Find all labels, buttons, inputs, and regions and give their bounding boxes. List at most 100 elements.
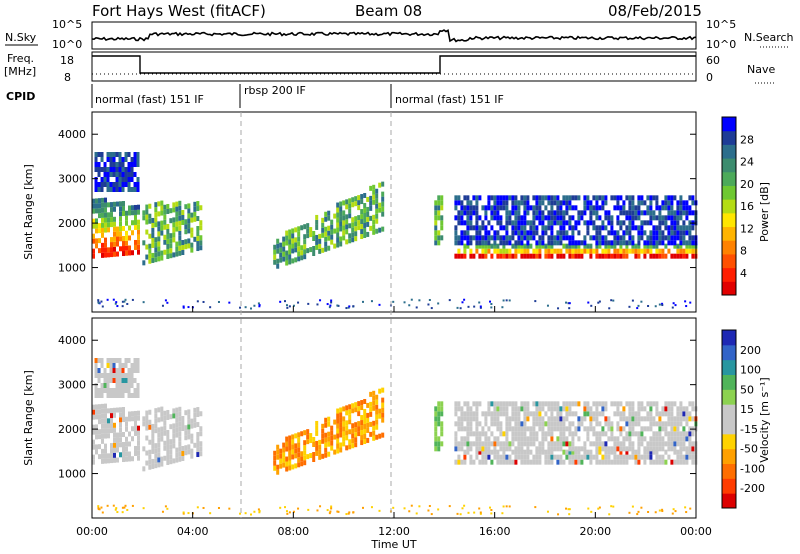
velocity-cell — [550, 401, 554, 407]
velocity-cell — [499, 411, 503, 417]
power-cell — [673, 230, 677, 236]
velocity-cell — [454, 459, 458, 465]
power-cell — [184, 204, 188, 210]
velocity-cell — [634, 416, 638, 422]
power-cell — [619, 220, 623, 226]
power-cell — [163, 209, 167, 215]
velocity-cell — [339, 427, 343, 433]
power-cell — [577, 215, 581, 221]
velocity-cell — [532, 421, 536, 427]
power-cell — [664, 205, 668, 211]
power-cell — [196, 241, 200, 247]
velocity-cell — [511, 411, 515, 417]
power-cell — [571, 243, 575, 249]
velocity-cell — [133, 368, 137, 373]
power-cell — [574, 248, 578, 254]
power-cell — [565, 248, 569, 254]
velocity-cell — [166, 444, 170, 450]
power-cell — [613, 240, 617, 246]
velocity-cell — [163, 425, 167, 431]
power-cell — [622, 248, 626, 254]
velocity-cell — [460, 426, 464, 432]
velocity-cell — [459, 513, 462, 516]
power-cell — [649, 253, 653, 259]
velocity-cell — [478, 436, 482, 442]
velocity-cell — [526, 454, 530, 460]
power-cell — [487, 220, 491, 226]
power-cell — [357, 205, 361, 211]
velocity-cell — [688, 454, 692, 460]
velocity-cell — [106, 358, 110, 363]
power-cell — [381, 201, 385, 207]
velocity-cell — [589, 416, 593, 422]
velocity-cell — [333, 449, 337, 455]
power-cell — [460, 200, 464, 206]
velocity-cell — [101, 403, 104, 409]
power-cell — [535, 243, 539, 249]
power-cell — [577, 195, 581, 201]
velocity-cell — [526, 411, 530, 417]
velocity-cell — [457, 459, 461, 465]
power-cell — [574, 243, 578, 249]
velocity-cell — [110, 443, 113, 449]
velocity-cell — [372, 430, 376, 436]
power-cell — [646, 235, 650, 241]
power-cell — [607, 248, 611, 254]
power-cell — [118, 152, 122, 157]
velocity-cell — [122, 457, 125, 463]
power-cell — [178, 245, 182, 251]
power-cell — [535, 195, 539, 201]
velocity-cell — [351, 433, 355, 439]
power-cell — [309, 247, 313, 253]
power-cell — [101, 242, 104, 248]
velocity-cell — [324, 447, 328, 453]
velocity-cell — [691, 406, 695, 412]
power-cell — [463, 253, 467, 259]
power-cell — [601, 235, 605, 241]
velocity-cell — [640, 431, 644, 437]
velocity-cell — [430, 513, 433, 516]
velocity-cell — [685, 446, 689, 452]
velocity-cell — [363, 428, 367, 434]
velocity-cell — [178, 406, 182, 412]
velocity-cell — [688, 416, 692, 422]
velocity-cell — [691, 459, 695, 465]
velocity-cell — [484, 431, 488, 437]
power-cell — [640, 220, 644, 226]
velocity-cell — [467, 511, 470, 514]
velocity-cell — [193, 412, 197, 418]
power-cell — [625, 243, 629, 249]
power-cell — [328, 306, 331, 309]
power-cell — [116, 241, 119, 247]
power-cell — [481, 220, 485, 226]
velocity-cell — [372, 390, 376, 396]
velocity-cell — [124, 363, 128, 368]
velocity-cell — [339, 407, 343, 413]
power-cell — [532, 225, 536, 231]
power-cell — [101, 217, 104, 223]
power-cell — [315, 244, 319, 250]
power-cell — [484, 240, 488, 246]
power-cell — [493, 240, 497, 246]
velocity-cell — [637, 431, 641, 437]
velocity-cell — [454, 411, 458, 417]
velocity-cell — [478, 401, 482, 407]
velocity-cell — [175, 422, 179, 428]
velocity-colorbar-label: Velocity [m s⁻¹] — [758, 377, 771, 462]
velocity-cell — [526, 459, 530, 465]
power-cell — [547, 195, 551, 201]
power-cell — [124, 152, 128, 157]
velocity-cell — [484, 459, 488, 465]
velocity-cell — [673, 446, 677, 452]
power-cell — [118, 167, 122, 172]
velocity-cell — [342, 421, 346, 427]
velocity-cell — [547, 431, 551, 437]
velocity-cell — [520, 446, 524, 452]
velocity-cell — [324, 437, 328, 443]
velocity-cell — [327, 436, 331, 442]
power-cell — [502, 299, 505, 302]
velocity-cell — [559, 411, 563, 417]
velocity-cell — [457, 421, 461, 427]
velocity-cell — [160, 456, 164, 462]
velocity-cell — [130, 373, 134, 378]
